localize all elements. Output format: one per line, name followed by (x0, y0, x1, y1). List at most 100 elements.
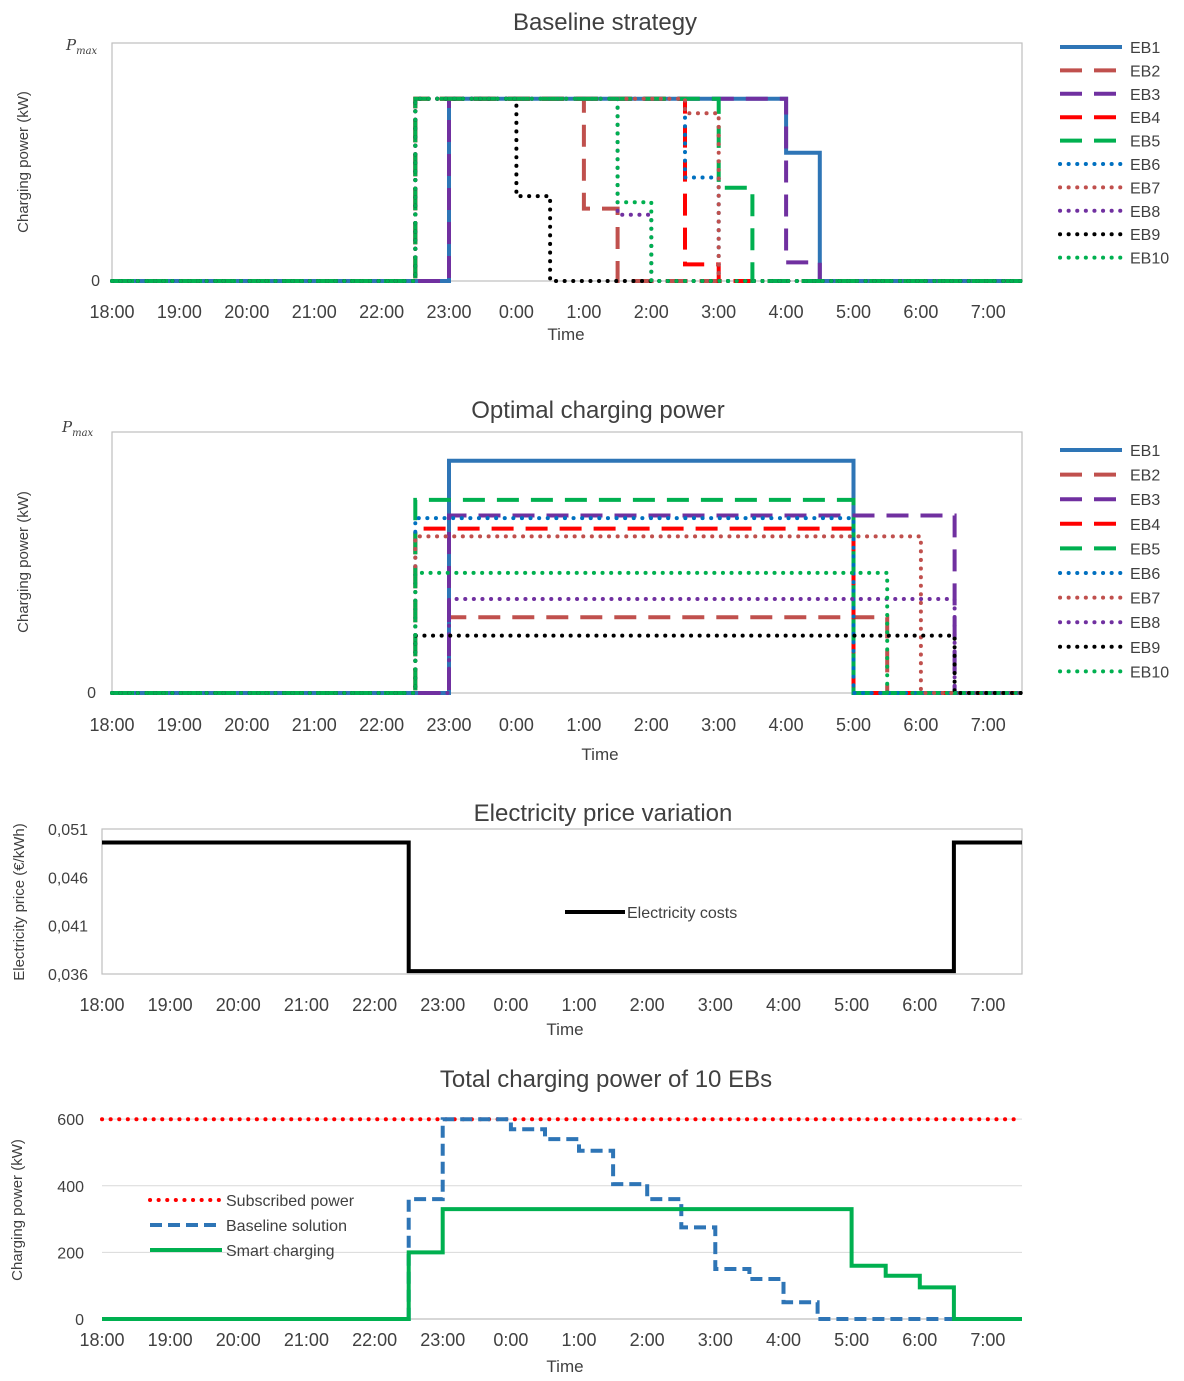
x-tick-label: 7:00 (971, 715, 1006, 735)
y-axis-label: Electricity price (€/kWh) (11, 823, 28, 981)
series-line-eb7 (112, 99, 1022, 281)
legend-label-eb4: EB4 (1130, 110, 1160, 127)
x-tick-label: 1:00 (562, 995, 597, 1015)
legend-label-eb8: EB8 (1130, 204, 1160, 221)
x-tick-label: 4:00 (766, 995, 801, 1015)
x-tick-label: 20:00 (216, 995, 261, 1015)
y-tick-label: 200 (57, 1245, 84, 1262)
x-tick-label: 6:00 (903, 302, 938, 322)
legend: EB1 EB2 EB3 EB4 EB5 EB6 EB7 EB8 EB9 EB10 (1060, 443, 1169, 681)
x-tick-label: 21:00 (292, 302, 337, 322)
legend-label-eb7: EB7 (1130, 591, 1160, 608)
x-tick-label: 19:00 (157, 302, 202, 322)
x-tick-label: 19:00 (148, 1330, 193, 1350)
x-tick-label: 18:00 (89, 302, 134, 322)
x-tick-label: 23:00 (427, 715, 472, 735)
legend: Electricity costs (565, 905, 737, 922)
x-tick-label: 0:00 (499, 715, 534, 735)
y-tick-label: 0,041 (48, 919, 88, 936)
legend-label-eb5: EB5 (1130, 134, 1160, 151)
y-tick-zero: 0 (87, 685, 96, 702)
x-tick-label: 1:00 (566, 302, 601, 322)
legend-label-eb6: EB6 (1130, 566, 1160, 583)
chart-title: Electricity price variation (474, 800, 733, 827)
legend-label-eb5: EB5 (1130, 541, 1160, 558)
x-tick-label: 7:00 (970, 1330, 1005, 1350)
y-tick-label: 400 (57, 1179, 84, 1196)
y-tick-zero: 0 (91, 273, 100, 290)
x-tick-label: 19:00 (157, 715, 202, 735)
y-tick-pmax: Pmax (65, 36, 98, 57)
x-tick-label: 22:00 (359, 302, 404, 322)
x-tick-label: 18:00 (89, 715, 134, 735)
legend-label-eb1: EB1 (1130, 443, 1160, 460)
x-tick-label: 22:00 (352, 1330, 397, 1350)
x-tick-label: 22:00 (359, 715, 404, 735)
x-axis-label: Time (547, 325, 584, 344)
series-line-eb6 (112, 99, 1022, 281)
legend-label-eb2: EB2 (1130, 468, 1160, 485)
plot-area (102, 829, 1022, 974)
series-line-eb10 (112, 573, 1022, 693)
legend-label-smart-charging: Smart charging (226, 1243, 335, 1260)
chart-title: Optimal charging power (471, 397, 724, 424)
x-tick-label: 0:00 (493, 1330, 528, 1350)
x-tick-label: 1:00 (566, 715, 601, 735)
x-axis-label: Time (581, 745, 618, 764)
chart-title: Baseline strategy (513, 9, 697, 36)
x-tick-label: 19:00 (148, 995, 193, 1015)
x-tick-label: 7:00 (970, 995, 1005, 1015)
legend-label-eb10: EB10 (1130, 664, 1169, 681)
y-tick-labels: 0200400600 (57, 1112, 84, 1329)
legend: Subscribed powerBaseline solutionSmart c… (150, 1193, 355, 1260)
x-tick-label: 20:00 (224, 715, 269, 735)
x-tick-label: 6:00 (903, 715, 938, 735)
y-tick-pmax: Pmax (61, 418, 94, 439)
x-tick-label: 6:00 (902, 995, 937, 1015)
x-tick-label: 3:00 (698, 1330, 733, 1350)
x-tick-label: 5:00 (834, 1330, 869, 1350)
x-tick-label: 5:00 (836, 302, 871, 322)
legend: EB1 EB2 EB3 EB4 EB5 EB6 EB7 EB8 EB9 EB10 (1060, 40, 1169, 268)
x-tick-label: 18:00 (79, 995, 124, 1015)
series-line-eb9 (112, 99, 1022, 281)
x-tick-label: 1:00 (562, 1330, 597, 1350)
pmax-sub: max (72, 428, 93, 439)
series-line-eb8 (112, 599, 1022, 693)
x-tick-label: 4:00 (769, 302, 804, 322)
x-tick-label: 6:00 (902, 1330, 937, 1350)
x-tick-label: 2:00 (630, 1330, 665, 1350)
y-axis-label: Charging power (kW) (15, 91, 32, 233)
legend-label-eb9: EB9 (1130, 227, 1160, 244)
legend-label-eb9: EB9 (1130, 640, 1160, 657)
legend-label-eb2: EB2 (1130, 63, 1160, 80)
series-layer (102, 843, 1022, 972)
optimal-charging-chart: Optimal charging power Charging power (k… (15, 397, 1169, 764)
plot-area (112, 43, 1022, 281)
x-tick-labels: 18:00 19:00 20:00 21:00 22:00 23:00 0:00 1:00 2:… (79, 995, 1005, 1015)
x-tick-label: 22:00 (352, 995, 397, 1015)
x-tick-labels: 18:00 19:00 20:00 21:00 22:00 23:00 0:00 1:00 2:… (89, 715, 1005, 735)
x-tick-label: 0:00 (493, 995, 528, 1015)
y-tick-label: 600 (57, 1112, 84, 1129)
legend-label-subscribed-power: Subscribed power (226, 1193, 355, 1210)
x-tick-label: 23:00 (420, 995, 465, 1015)
series-layer (112, 461, 1022, 693)
pmax-sub: max (76, 46, 97, 57)
x-tick-label: 18:00 (79, 1330, 124, 1350)
y-axis-label: Charging power (kW) (15, 491, 32, 633)
x-tick-label: 20:00 (216, 1330, 261, 1350)
x-tick-label: 2:00 (630, 995, 665, 1015)
legend-label-electricity-costs: Electricity costs (627, 905, 737, 922)
x-axis-label: Time (546, 1357, 583, 1376)
legend-label-eb4: EB4 (1130, 517, 1160, 534)
electricity-price-chart: Electricity price variation Electricity … (11, 800, 1022, 1039)
x-tick-label: 20:00 (224, 302, 269, 322)
x-tick-label: 0:00 (499, 302, 534, 322)
legend-label-eb3: EB3 (1130, 87, 1160, 104)
y-tick-label: 0,046 (48, 870, 88, 887)
x-tick-label: 3:00 (701, 715, 736, 735)
x-tick-label: 21:00 (284, 995, 329, 1015)
total-charging-chart: Total charging power of 10 EBs Charging … (9, 1066, 1022, 1376)
